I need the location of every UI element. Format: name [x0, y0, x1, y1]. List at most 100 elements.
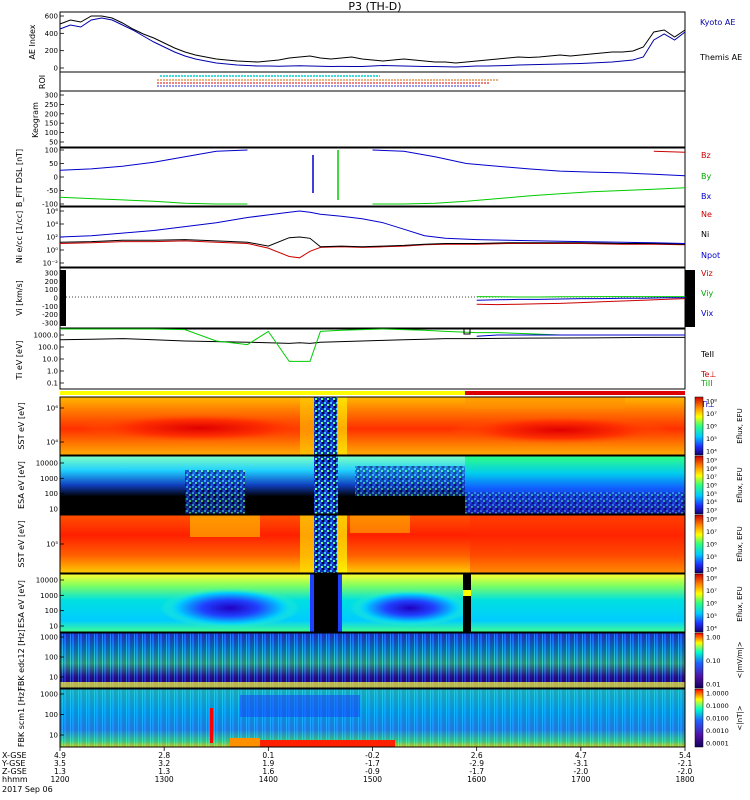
panel-sst-i: 10⁵ SST eV [eV]: [17, 514, 686, 574]
cb-fbk-b-tick-label: 1.0000: [706, 690, 729, 698]
bfit-line-2: [59, 149, 248, 171]
status-bar: [60, 391, 685, 395]
ylabel-bfit: B_FIT DSL [nT]: [15, 149, 24, 207]
keogram-tick-label: 100: [45, 129, 58, 137]
ti-line-3: [476, 334, 685, 337]
fbk-b-tick-label: 100: [45, 711, 58, 719]
panel-fbk-b: 1000 100 10 FBK scm1 [Hz]: [17, 688, 686, 748]
fbk-b-tick-label: 1000: [40, 691, 58, 699]
cb-fbk-e-tick-label: 0.10: [706, 657, 720, 665]
bfit-line-1: [59, 196, 248, 205]
x-tick-label: 1700: [571, 775, 590, 784]
fbk-b-tick-label: 10: [49, 732, 58, 740]
legend-kyoto-ae: Kyoto AE: [700, 18, 735, 27]
cb-esa-i-tick-label: 10⁸: [706, 575, 717, 583]
ni-tick-label: 10⁻²: [43, 260, 59, 268]
x-tick-label: -2.1: [678, 759, 693, 768]
vi-tick-label: 100: [45, 286, 58, 294]
panel-esa-i: 10000 1000 100 10 ESA eV [eV]: [17, 573, 686, 633]
x-tick-label: 2.6: [471, 751, 483, 760]
fbk-e-tick-label: 100: [45, 654, 58, 662]
ylabel-vi: Vi [km/s]: [15, 280, 24, 316]
panel-roi: ROI: [38, 71, 686, 92]
cb-fbk-b-tick-label: 0.0100: [706, 715, 729, 723]
row-label-z-gse: Z-GSE: [2, 767, 27, 776]
panel-fbk-e: 1000 100 10 FBK edc12 [Hz]: [17, 629, 686, 691]
ae-tick-label: 600: [45, 13, 58, 21]
x-tick-label: -1.7: [365, 759, 380, 768]
bfit-line-0: [653, 150, 686, 153]
cb-esa-e-tick-label: 10⁸: [706, 465, 717, 473]
ae-tick-label: 400: [45, 30, 58, 38]
bfit-tick-label: -100: [42, 201, 58, 209]
x-tick-label: 1800: [675, 775, 694, 784]
esa-e-tick-label: 10: [49, 506, 58, 514]
cb-esa-i-tick-label: 10⁷: [706, 587, 717, 595]
ylabel-sst-i: SST eV [eV]: [17, 520, 26, 567]
cb-esa-e-tick-label: 10³: [706, 507, 717, 515]
ni-tick-label: 10⁴: [46, 221, 58, 229]
legend-viy: Viy: [701, 289, 714, 298]
legend-by: By: [701, 172, 711, 181]
ae-line-0: [59, 17, 686, 68]
fbk-e-tick-label: 1000: [40, 634, 58, 642]
x-tick-label: 4.7: [575, 751, 587, 760]
esa-i-tick-label: 100: [45, 607, 58, 615]
cb-fbk-b-tick-label: 0.0001: [706, 740, 729, 748]
ae-tick-label: 0: [54, 65, 58, 73]
keogram-tick-label: 250: [45, 101, 58, 109]
vi-tick-label: 200: [45, 278, 58, 286]
cb-sst-e-tick-label: 10⁶: [706, 423, 717, 431]
legend-ne: Ne: [701, 210, 712, 219]
colorbar-esa-i: 10⁸ 10⁷ 10⁶ 10⁵ 10⁴ Eflux, EFU: [694, 573, 744, 633]
legend-vix: Vix: [701, 309, 714, 318]
vi-tick-label: -100: [42, 303, 58, 311]
row-label-hhmm: hhmm: [2, 775, 28, 784]
ae-tick-label: 200: [45, 47, 58, 55]
x-tick-label: 2.8: [158, 751, 170, 760]
row-label-y-gse: Y-GSE: [1, 759, 25, 768]
x-tick-label: 1600: [467, 775, 486, 784]
x-tick-label: 3.5: [54, 759, 66, 768]
legend-npot: Npot: [701, 251, 720, 260]
cb-esa-e-tick-label: 10⁴: [706, 498, 717, 506]
x-tick-label: -2.0: [678, 767, 693, 776]
vi-line-0: [476, 298, 686, 306]
legend-tell: TeII: [700, 350, 714, 359]
x-tick-label: -3.1: [574, 759, 589, 768]
vi-tick-label: 300: [45, 270, 58, 278]
cb-fbk-b-tick-label: 0.0010: [706, 727, 729, 735]
cblabel-fbk-e: <|mV/m|>: [736, 641, 744, 678]
esa-e-tick-label: 100: [45, 490, 58, 498]
ylabel-ae: AE Index: [28, 24, 37, 59]
panel-sst-e: 10⁶ 10⁴ SST eV [eV]: [17, 396, 686, 456]
cb-esa-e-tick-label: 10⁷: [706, 473, 717, 481]
vi-tick-label: -200: [42, 311, 58, 319]
esa-i-tick-label: 10000: [36, 577, 58, 585]
bfit-tick-label: -50: [47, 187, 58, 195]
x-tick-label: 1.3: [158, 767, 170, 776]
ae-line-1: [59, 15, 686, 64]
vi-line-2: [476, 297, 685, 301]
cb-sst-i-tick-label: 10⁷: [706, 528, 717, 536]
x-tick-label: 1300: [155, 775, 174, 784]
x-tick-label: -0.9: [365, 767, 380, 776]
legend-till: TiII: [700, 379, 713, 388]
keogram-tick-label: 150: [45, 120, 58, 128]
panel-ti: 1000.0 100.0 10.0 1.0 0.1 Ti eV [eV] TeII Te…: [15, 327, 716, 409]
vi-tick-label: -300: [42, 320, 58, 328]
ylabel-ni: Ni e/cc [1/cc]: [15, 211, 24, 264]
colorbar-fbk-e: 1.00 0.10 0.01 <|mV/m|>: [694, 632, 744, 689]
x-tick-label: 4.9: [54, 751, 66, 760]
cb-esa-e-tick-label: 10⁹: [706, 457, 717, 465]
ylabel-sst-e: SST eV [eV]: [17, 402, 26, 449]
panel-ae: 600 400 200 0 AE Index Kyoto AE Themis AE: [28, 11, 742, 73]
ylabel-keogram: Keogram: [31, 102, 40, 138]
ni-tick-label: 10⁰: [46, 247, 58, 255]
x-tick-label: -1.7: [469, 767, 484, 776]
x-tick-label: 1.3: [54, 767, 66, 776]
